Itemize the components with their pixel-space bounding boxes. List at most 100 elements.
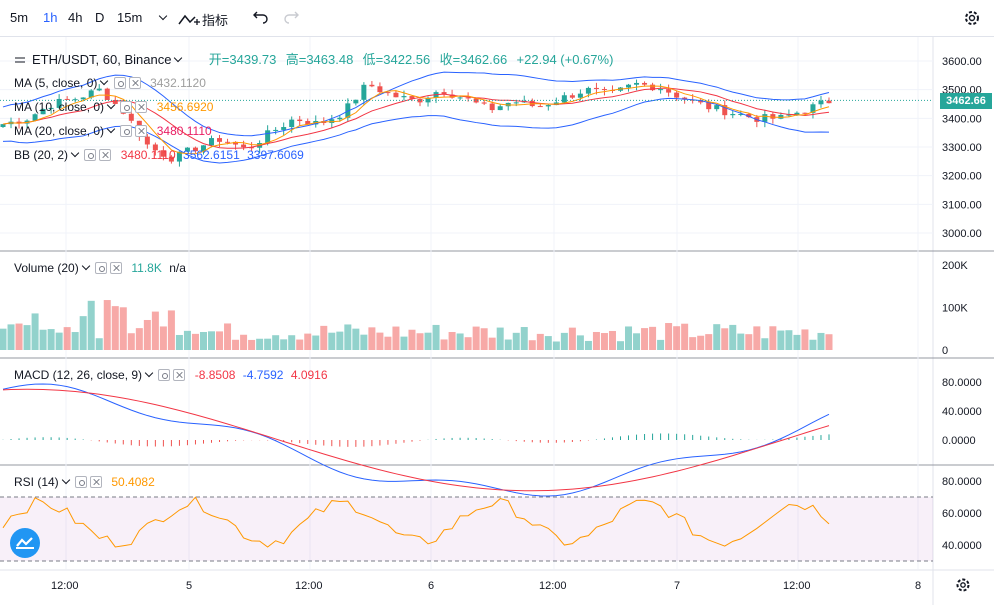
macd-line: [2, 383, 830, 497]
macd-label[interactable]: MACD (12, 26, close, 9): [14, 368, 143, 382]
interval-d[interactable]: D: [95, 10, 105, 25]
volume-bar: [592, 331, 600, 350]
candle-body: [794, 112, 800, 115]
volume-label[interactable]: Volume (20): [14, 261, 79, 275]
volume-bar: [408, 329, 416, 350]
candle-body: [674, 92, 680, 98]
indicators-button[interactable]: 指标: [178, 10, 228, 29]
eye-icon[interactable]: [158, 369, 171, 381]
volume-bar: [336, 331, 344, 350]
chevron-down-icon[interactable]: [174, 53, 183, 63]
volume-tick-label: 200K: [942, 260, 968, 272]
candle-body: [233, 141, 239, 145]
volume-bar: [111, 306, 119, 350]
tradingview-logo[interactable]: [10, 528, 40, 558]
candle-body: [104, 88, 110, 100]
chevron-down-icon[interactable]: [61, 475, 70, 485]
volume-bar: [504, 339, 512, 350]
volume-tick-label: 100K: [942, 303, 968, 315]
volume-bar: [673, 326, 681, 350]
interval-1h[interactable]: 1h: [43, 10, 58, 25]
ma5-legend: MA (5, close, 0) 3432.1120: [14, 76, 206, 90]
settings-button[interactable]: [962, 8, 982, 31]
ma10-value: 3456.6920: [156, 100, 214, 114]
time-tick-label: 12:00: [783, 580, 811, 592]
macd-tick-label: 0.0000: [942, 435, 976, 447]
chevron-down-icon[interactable]: [100, 76, 109, 86]
candle-body: [642, 82, 648, 85]
ma20-label[interactable]: MA (20, close, 0): [14, 124, 105, 138]
rsi-line: [2, 496, 830, 548]
volume-bar: [224, 323, 232, 350]
redo-button[interactable]: [282, 8, 300, 27]
chevron-down-icon[interactable]: [144, 368, 154, 378]
volume-bar: [785, 330, 793, 350]
chevron-down-icon[interactable]: [81, 261, 90, 271]
eye-icon[interactable]: [95, 262, 108, 274]
volume-bar: [87, 300, 95, 350]
chevron-down-icon[interactable]: [106, 100, 116, 110]
interval-dropdown[interactable]: [156, 10, 168, 25]
gear-icon: [965, 11, 979, 25]
volume-bar: [560, 332, 568, 350]
volume-bar: [520, 327, 528, 350]
close-icon[interactable]: [135, 125, 148, 137]
eye-icon[interactable]: [120, 101, 133, 113]
candle-body: [393, 92, 399, 98]
candle-body: [273, 129, 279, 131]
volume-bar: [191, 333, 199, 350]
volume-bar: [512, 332, 520, 350]
candle-body: [377, 86, 383, 93]
interval-4h[interactable]: 4h: [68, 10, 83, 25]
candle-body: [658, 89, 664, 91]
chart-area[interactable]: 3600.00 3500.00 3400.00 3300.00 3200.00 3100.…: [0, 37, 994, 605]
volume-bar: [745, 334, 753, 350]
rsi-tick-label: 40.0000: [942, 540, 982, 552]
interval-15m[interactable]: 15m: [117, 10, 143, 25]
eye-icon[interactable]: [113, 77, 126, 89]
candle-body: [465, 97, 471, 99]
bb-legend: BB (20, 2) 3480.1110 3562.6151 3397.6069: [14, 148, 304, 162]
volume-bar: [456, 333, 464, 350]
rsi-label[interactable]: RSI (14): [14, 475, 59, 489]
ma5-label[interactable]: MA (5, close, 0): [14, 76, 98, 90]
collapse-icon[interactable]: [14, 55, 26, 65]
eye-icon[interactable]: [120, 125, 133, 137]
close-icon[interactable]: [110, 262, 123, 274]
undo-button[interactable]: [252, 8, 270, 27]
chevron-down-icon[interactable]: [70, 148, 80, 158]
interval-5m[interactable]: 5m: [10, 10, 29, 25]
close-icon[interactable]: [128, 77, 141, 89]
volume-bar: [7, 324, 15, 350]
top-toolbar: 5m 1h 4h D 15m 指标: [0, 0, 994, 37]
volume-bar: [328, 332, 336, 350]
volume-bar: [769, 326, 777, 350]
bb-label[interactable]: BB (20, 2): [14, 148, 69, 162]
eye-icon[interactable]: [75, 476, 88, 488]
volume-bar: [753, 326, 761, 350]
candle-body: [585, 87, 591, 94]
volume-bar: [256, 338, 264, 350]
axis-settings-button[interactable]: [954, 576, 972, 597]
volume-bar: [584, 340, 592, 350]
candle-body: [64, 98, 70, 100]
chart-canvas[interactable]: 3600.003500.003400.003300.003200.003100.…: [0, 37, 994, 605]
close-icon[interactable]: [99, 149, 112, 161]
ma10-label[interactable]: MA (10, close, 0): [14, 100, 105, 114]
close-icon[interactable]: [135, 101, 148, 113]
candle-body: [152, 144, 158, 151]
close-icon[interactable]: [173, 369, 186, 381]
candle-body: [818, 100, 824, 105]
bb-upper-value: 3562.6151: [183, 148, 240, 162]
eye-icon[interactable]: [84, 149, 97, 161]
close-icon[interactable]: [90, 476, 103, 488]
volume-bar: [167, 310, 175, 350]
volume-bar: [801, 329, 809, 350]
price-tick-label: 3100.00: [942, 199, 982, 211]
volume-bar: [713, 324, 721, 350]
volume-bar: [392, 326, 400, 350]
volume-bar: [55, 332, 63, 350]
symbol-title[interactable]: ETH/USDT, 60, Binance: [32, 52, 172, 67]
volume-bar: [432, 324, 440, 350]
chevron-down-icon[interactable]: [106, 124, 116, 134]
